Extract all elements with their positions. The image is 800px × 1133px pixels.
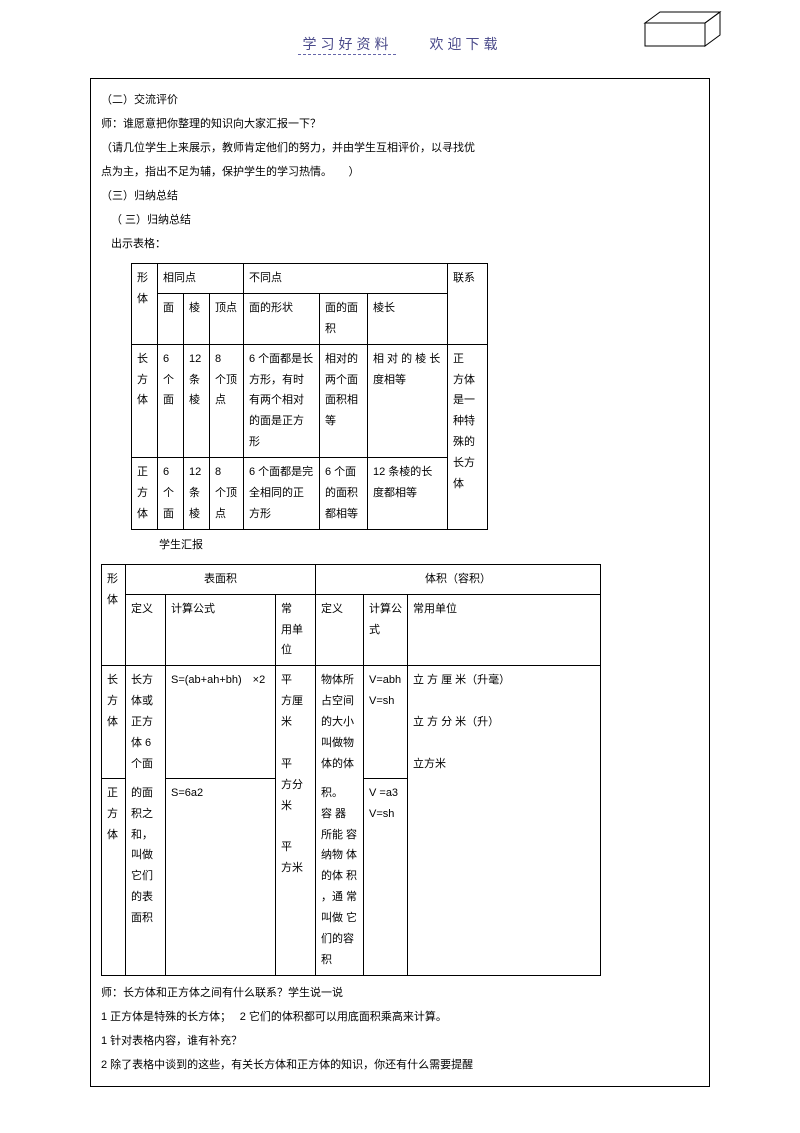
t2-cuboid-formula: S=(ab+ah+bh) ×2 [166, 666, 276, 779]
col-face: 面 [158, 293, 184, 344]
cube-edgelen: 12 条棱的长度都相等 [368, 458, 448, 530]
t2-cube-formula: S=6a2 [166, 779, 276, 976]
cube-edge: 12 条棱 [184, 458, 210, 530]
cube-facearea: 6 个面的面积都相等 [320, 458, 368, 530]
t2-cube-name: 正方体 [102, 779, 126, 976]
section-summary-b: （ 三）归纳总结 [111, 209, 699, 231]
footer-l2: 1 正方体是特殊的长方体； 2 它们的体积都可以用底面积乘高来计算。 [101, 1006, 699, 1028]
footer-l1: 师：长方体和正方体之间有什么联系？学生说一说 [101, 982, 699, 1004]
t2-vunits-col: 立 方 厘 米（升毫） 立 方 分 米（升） 立方米 [408, 666, 601, 975]
cube-vertex: 8 个顶点 [210, 458, 244, 530]
cuboid-edgelen: 相 对 的 棱 长度相等 [368, 344, 448, 457]
footer-l4: 2 除了表格中谈到的这些，有关长方体和正方体的知识，你还有什么需要提醒 [101, 1054, 699, 1076]
col-relation: 联系 [448, 264, 488, 345]
student-report-label: 学生汇报 [159, 534, 699, 556]
cube-face: 6 个面 [158, 458, 184, 530]
note-line-2: 点为主，指出不足为辅，保护学生的学习热情。 ） [101, 161, 699, 183]
t2-cube-vformula: V =a3 V=sh [364, 779, 408, 976]
t2-def2: 定义 [316, 594, 364, 666]
cuboid-faceshape: 6 个面都是长方形，有时有两个相对的面是正方形 [244, 344, 320, 457]
col-same: 相同点 [158, 264, 244, 294]
t2-def: 定义 [126, 594, 166, 666]
cuboid-name: 长方体 [132, 344, 158, 457]
col-diff: 不同点 [244, 264, 448, 294]
col-shape: 形体 [132, 264, 158, 345]
formula-table: 形体 表面积 体积（容积） 定义 计算公式 常 用单位 定义 计算公式 常用单位… [101, 564, 601, 976]
t2-formula2: 计算公式 [364, 594, 408, 666]
t2-shape: 形体 [102, 564, 126, 666]
t2-cube-def: 的面积之和，叫做它们的表面积 [126, 779, 166, 976]
show-table-label: 出示表格： [111, 233, 699, 255]
note-line-1: （请几位学生上来展示，教师肯定他们的努力，并由学生互相评价，以寻找优 [101, 137, 699, 159]
cuboid-vertex: 8 个顶点 [210, 344, 244, 457]
cuboid-face: 6 个面 [158, 344, 184, 457]
t2-cuboid-vformula: V=abh V=sh [364, 666, 408, 779]
unit-dm2: 平 方分米 [281, 754, 310, 817]
header-right: 欢迎下载 [430, 36, 502, 52]
col-edge-len: 棱长 [368, 293, 448, 344]
unit-cm2: 平 方厘米 [281, 670, 310, 733]
t2-formula: 计算公式 [166, 594, 276, 666]
vunit-m3: 立方米 [413, 754, 595, 775]
t2-cuboid-name: 长方体 [102, 666, 126, 779]
col-face-area: 面的面积 [320, 293, 368, 344]
cube-faceshape: 6 个面都是完全相同的正方形 [244, 458, 320, 530]
cuboid-facearea: 相对的两个面面积相等 [320, 344, 368, 457]
col-vertex: 顶点 [210, 293, 244, 344]
section-exchange: （二）交流评价 [101, 89, 699, 111]
vunit-dm3: 立 方 分 米（升） [413, 712, 595, 733]
comparison-table: 形体 相同点 不同点 联系 面 棱 顶点 面的形状 面的面积 棱长 长方体 6 … [131, 263, 488, 530]
header-left: 学习好资料 [298, 36, 396, 55]
cube-name: 正方体 [132, 458, 158, 530]
t2-unit2: 常用单位 [408, 594, 601, 666]
col-face-shape: 面的形状 [244, 293, 320, 344]
content-frame: （二）交流评价 师：谁愿意把你整理的知识向大家汇报一下？ （请几位学生上来展示，… [90, 78, 710, 1087]
t2-cuboid-def: 长方体或正方体 6个面 [126, 666, 166, 779]
t2-vdef-bot: 积。 容 器 所能 容 纳物 体 的体 积 ，通 常 叫做 它 们的容积 [316, 779, 364, 976]
col-edge: 棱 [184, 293, 210, 344]
cuboid-edge: 12 条棱 [184, 344, 210, 457]
vunit-cm3: 立 方 厘 米（升毫） [413, 670, 595, 691]
t2-vdef-top: 物体所占空间的大小叫做物体的体 [316, 666, 364, 779]
page-header: 学习好资料 欢迎下载 [70, 30, 730, 58]
t2-surface: 表面积 [126, 564, 316, 594]
teacher-line: 师：谁愿意把你整理的知识向大家汇报一下？ [101, 113, 699, 135]
t2-volume: 体积（容积） [316, 564, 601, 594]
t2-unit: 常 用单位 [276, 594, 316, 666]
unit-m2: 平 方米 [281, 837, 310, 879]
footer-l3: 1 针对表格内容，谁有补充？ [101, 1030, 699, 1052]
section-summary: （三）归纳总结 [101, 185, 699, 207]
relation-text: 正 方体 是一 种特 殊的 长方体 [448, 344, 488, 529]
t2-units-col: 平 方厘米 平 方分米 平 方米 [276, 666, 316, 975]
